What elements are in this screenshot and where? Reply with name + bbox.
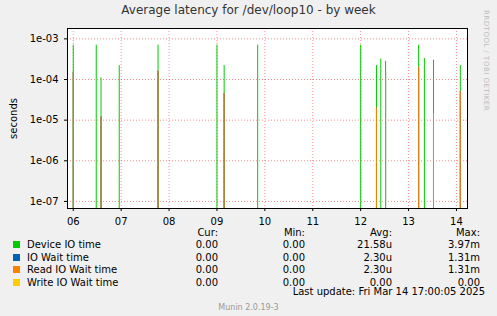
svg-text:1e-06: 1e-06 xyxy=(30,155,59,166)
html-text:Write IO Wait time: Write IO Wait time xyxy=(27,276,119,288)
html-text:0.00: 0.00 xyxy=(282,276,305,288)
html-text:Device IO time: Device IO time xyxy=(27,239,101,250)
svg-text:10: 10 xyxy=(258,216,271,225)
html-text:0.00: 0.00 xyxy=(457,276,480,288)
html-text:0.00: 0.00 xyxy=(282,264,305,275)
svg-text:09: 09 xyxy=(211,216,224,225)
html-text:0.00: 0.00 xyxy=(195,276,218,288)
svg-text:14: 14 xyxy=(450,216,463,225)
svg-text:13: 13 xyxy=(402,216,415,225)
svg-text:1e-05: 1e-05 xyxy=(30,114,59,125)
html-text:1.31m: 1.31m xyxy=(448,251,480,263)
html-text:Last update: Fri Mar 14 17:00:: Last update: Fri Mar 14 17:00:05 2025 xyxy=(292,286,485,297)
html-text:1.31m: 1.31m xyxy=(448,264,480,275)
svg-text:11: 11 xyxy=(306,216,319,225)
html-text:0.00: 0.00 xyxy=(195,251,218,263)
html-text:3.97m: 3.97m xyxy=(448,239,480,250)
html-text:0.00: 0.00 xyxy=(369,276,392,288)
html-text:Cur:: Cur: xyxy=(197,227,218,238)
html-text:Min:: Min: xyxy=(283,227,305,238)
html-text:21.58u: 21.58u xyxy=(357,239,392,250)
html-text:RRDTOOL / TOBI OETIKER: RRDTOOL / TOBI OETIKER xyxy=(482,10,490,112)
svg-text:08: 08 xyxy=(163,216,176,225)
html-text:Read IO Wait time: Read IO Wait time xyxy=(27,264,118,275)
html-text:2.30u: 2.30u xyxy=(363,264,392,275)
html-text:0.00: 0.00 xyxy=(195,239,218,250)
html-text:Munin 2.0.19-3: Munin 2.0.19-3 xyxy=(218,303,279,312)
html-text:IO Wait time: IO Wait time xyxy=(27,251,89,263)
svg-text:1e-03: 1e-03 xyxy=(30,33,59,44)
svg-text:12: 12 xyxy=(354,216,367,225)
html-text:2.30u: 2.30u xyxy=(363,251,392,263)
svg-text:1e-04: 1e-04 xyxy=(30,74,59,85)
svg-text:06: 06 xyxy=(67,216,80,225)
html-text:Average latency for /dev/loop1: Average latency for /dev/loop10 - by wee… xyxy=(121,3,376,17)
svg-text:07: 07 xyxy=(115,216,128,225)
html-text:Avg:: Avg: xyxy=(370,227,392,238)
html-text:0.00: 0.00 xyxy=(195,264,218,275)
html-text:Max:: Max: xyxy=(456,227,480,238)
svg-text:1e-07: 1e-07 xyxy=(30,196,59,207)
svg-text:seconds: seconds xyxy=(8,98,19,139)
html-text:0.00: 0.00 xyxy=(282,251,305,263)
html-text:0.00: 0.00 xyxy=(282,239,305,250)
